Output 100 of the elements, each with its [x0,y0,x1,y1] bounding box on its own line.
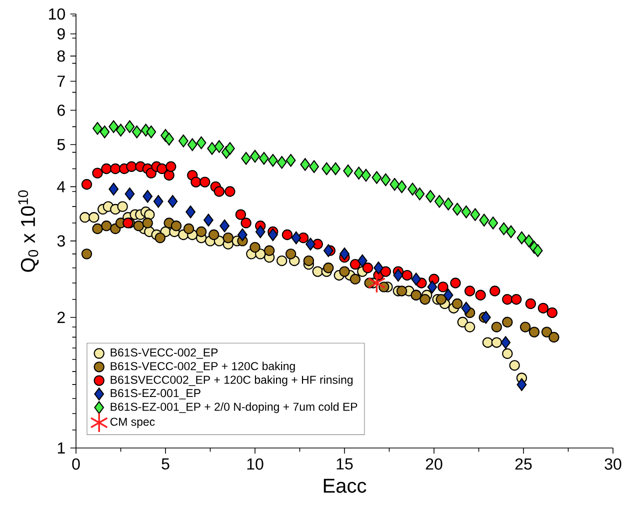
point [538,302,549,314]
point [196,136,206,150]
point [225,142,235,155]
point [220,219,230,232]
point [368,272,386,294]
point [464,286,476,296]
point [491,337,502,348]
point [396,286,408,296]
point [414,188,425,200]
point [101,163,112,174]
point [133,220,144,232]
point [142,218,153,228]
point [291,231,302,244]
point [434,195,444,208]
point [420,294,430,305]
point [436,294,446,305]
point [92,223,103,234]
point [502,316,513,328]
point [490,286,500,296]
point [214,186,225,197]
point [108,182,119,196]
point [402,270,412,281]
y-tick-label: 9 [57,28,65,40]
point [92,168,103,178]
point [196,226,207,238]
point [482,337,494,348]
point [532,244,543,257]
legend-label: B61SVECC002_EP + 120C baking + HF rinsing [110,375,353,386]
point [362,262,374,274]
point [524,234,534,248]
point [187,138,198,152]
point [357,254,368,268]
y-tick-label: 3 [57,235,65,247]
point [190,176,202,188]
point [178,134,188,148]
legend-label: B61S-VECC-002_EP [110,348,218,359]
point [255,225,266,238]
point [380,266,392,277]
point [168,195,178,208]
x-tick-label: 10 [247,458,264,470]
point [541,326,552,338]
point [183,223,194,234]
point [88,212,100,223]
point [108,120,119,134]
point [268,154,278,167]
x-axis-title: Eacc [324,478,366,493]
point [516,231,527,244]
point [343,164,354,178]
y-tick-label: 5 [57,139,65,150]
point [238,228,248,242]
point [154,232,166,244]
point [322,162,332,176]
y-tick-label: 7 [58,76,65,87]
x-tick-label: 0 [72,458,80,470]
point [164,170,174,181]
point [509,360,520,371]
x-tick-label: 30 [604,458,622,470]
point [372,171,382,184]
point [479,214,490,227]
point [500,336,511,349]
point [491,322,502,332]
point [452,202,462,216]
point [170,220,182,232]
point [166,161,176,172]
point [488,216,498,230]
point [443,288,454,302]
point [502,294,513,305]
point [511,294,522,305]
point [250,242,260,253]
point [200,176,210,188]
y-axis-title: Q$_{0}$ x 10$^{10}$ [18,190,39,272]
point [443,198,454,210]
point [222,232,234,244]
point [396,180,407,194]
point [312,266,323,277]
point [438,282,448,292]
y-tick-label: 2 [58,312,65,323]
point [110,163,121,174]
point [268,228,278,242]
point [156,163,168,174]
point [81,248,92,260]
y-tick-label: 1 [58,442,65,454]
point [117,201,128,212]
point [303,255,314,266]
point [323,262,334,274]
y-tick-label: 4 [57,181,66,192]
point [450,278,461,288]
point [408,182,418,196]
x-tick-label: 15 [336,458,353,470]
x-tick-label: 20 [426,458,442,470]
point [498,222,509,236]
point [520,322,531,332]
legend-label: B61S-EZ-001_EP + 2/0 N-doping + 7um cold EP [110,402,358,414]
point [309,160,320,174]
point [340,248,350,260]
point [285,248,296,260]
point [393,268,404,282]
point [286,154,296,167]
y-tick-label: 6 [58,104,65,116]
point [528,326,540,338]
